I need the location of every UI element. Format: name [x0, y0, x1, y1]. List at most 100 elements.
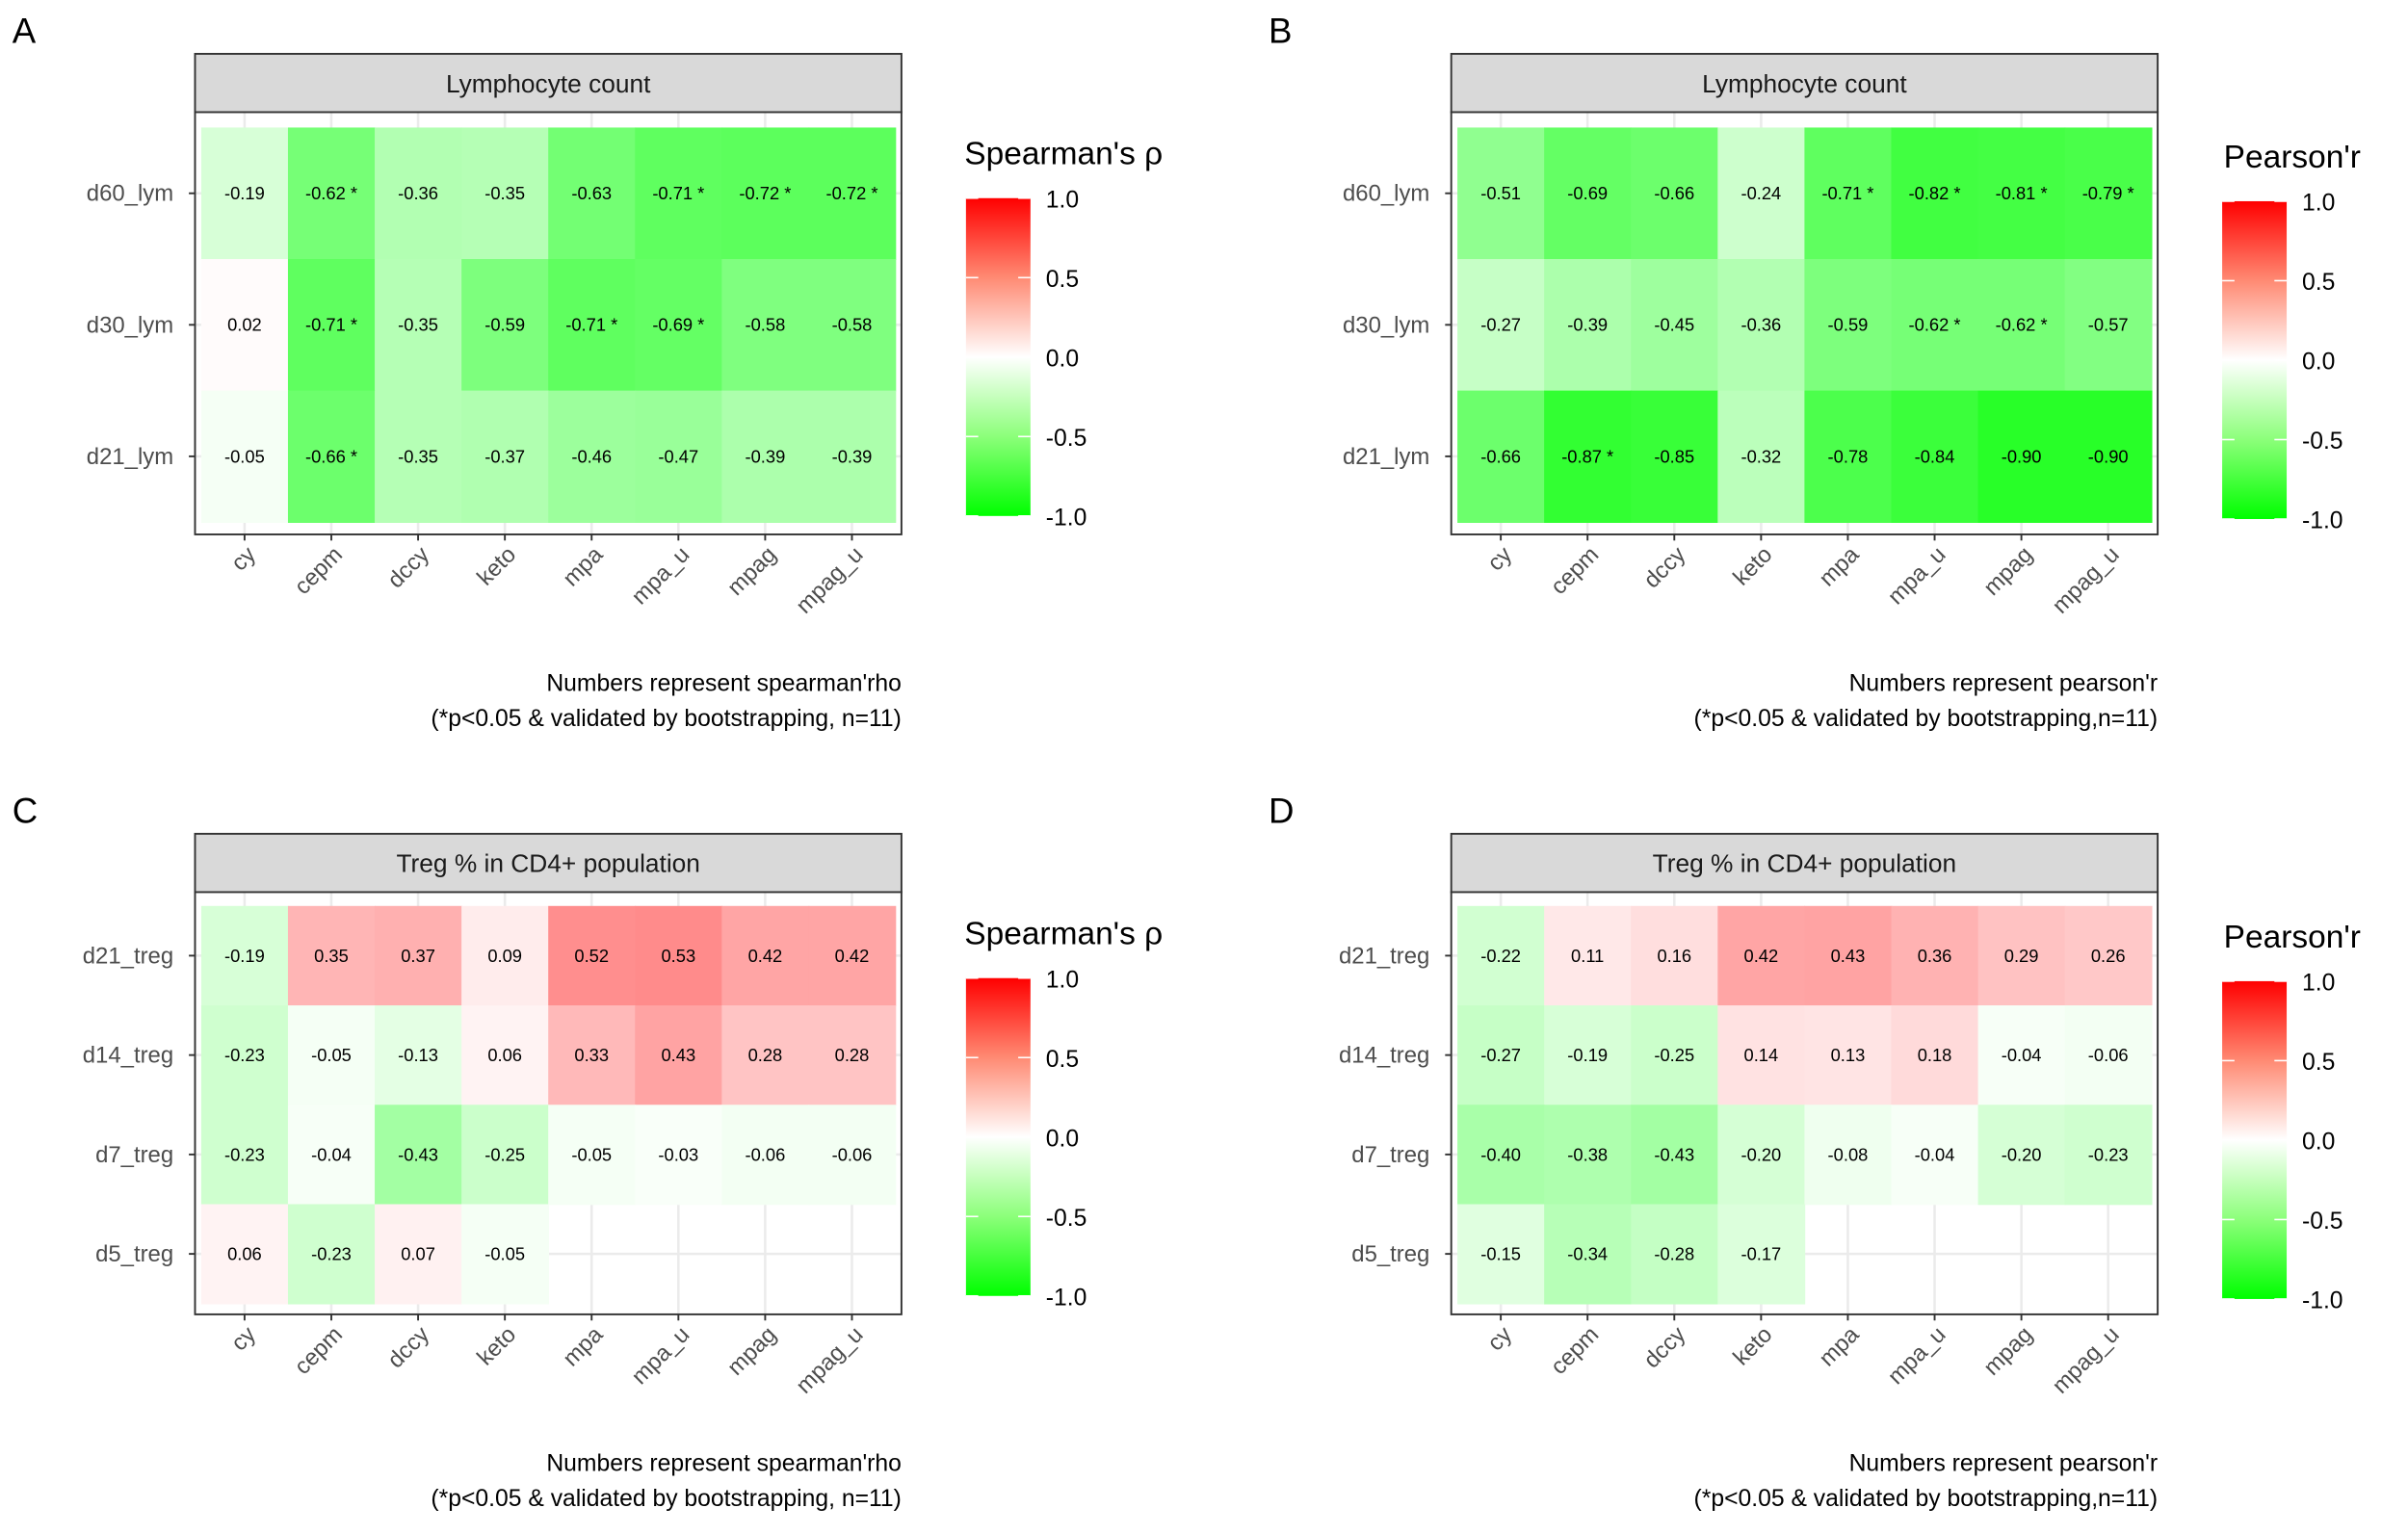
- cell-label: -0.62 *: [305, 183, 357, 203]
- x-tick-label: cy: [1482, 541, 1517, 576]
- heatmap-cell: [1977, 1005, 2066, 1106]
- heatmap-cell: [287, 1204, 376, 1305]
- cell-label: -0.85: [1654, 446, 1694, 466]
- heatmap-cell: [1457, 390, 1545, 523]
- heatmap-cell: [200, 1005, 289, 1106]
- cell-label: -0.19: [1567, 1045, 1608, 1065]
- heatmap-cell: [1891, 905, 1979, 1006]
- heatmap-cell: [1977, 127, 2066, 260]
- cell-label: 0.36: [1918, 946, 1952, 966]
- heatmap-panel-c: C Treg % in CD4+ population -0.19 0.35 0.37 0…: [13, 792, 1163, 1513]
- x-tick-label: mpag: [1978, 1321, 2037, 1380]
- plot-border: [194, 111, 903, 535]
- heatmap-cell: [2064, 259, 2153, 392]
- legend-tick-label: 0.0: [2302, 1130, 2335, 1156]
- y-tick-label: d21_lym: [1343, 444, 1429, 470]
- legend-tick-label: 0.0: [1046, 1126, 1079, 1152]
- cell-label: 0.09: [487, 946, 522, 966]
- cell-label: -0.66: [1654, 183, 1694, 203]
- legend-tick-label: 1.0: [2302, 970, 2335, 996]
- cell-label: -0.81 *: [1996, 183, 2048, 203]
- heatmap-cell: [1544, 1105, 1633, 1206]
- heatmap-cell: [1631, 905, 1719, 1006]
- y-tick-label: d5_treg: [1351, 1241, 1429, 1267]
- cell-label: 0.28: [835, 1045, 870, 1065]
- heatmap-cell: [635, 127, 723, 260]
- strip-background: [1450, 52, 2159, 114]
- cell-label: 0.18: [1918, 1045, 1952, 1065]
- heatmap-cell: [461, 1005, 549, 1106]
- cell-label: 0.53: [661, 946, 695, 966]
- cell-label: -0.13: [398, 1045, 438, 1065]
- heatmap-cell: [721, 1105, 810, 1206]
- heatmap-cell: [1457, 259, 1545, 392]
- x-tick-label: mpag: [722, 1321, 781, 1380]
- heatmap-cell: [548, 1105, 637, 1206]
- cell-label: -0.05: [224, 446, 265, 466]
- caption-line: (*p<0.05 & validated by bootstrapping, n…: [431, 706, 901, 732]
- heatmap-cell: [548, 390, 637, 523]
- heatmap-cell: [1544, 259, 1633, 392]
- x-tick-label: mpag: [722, 541, 781, 600]
- cell-label: 0.07: [401, 1243, 435, 1263]
- cell-label: 0.43: [1831, 946, 1866, 966]
- heatmap-cell: [635, 259, 723, 392]
- heatmap-cell: [200, 1105, 289, 1206]
- x-tick-label: cy: [1482, 1321, 1517, 1356]
- y-tick-label: d21_treg: [1339, 943, 1429, 969]
- x-tick-label: mpa_u: [1883, 541, 1951, 610]
- heatmap-cell: [2064, 905, 2153, 1006]
- cell-label: -0.90: [2002, 446, 2042, 466]
- legend-tick-label: 0.0: [2302, 350, 2335, 376]
- caption-line: (*p<0.05 & validated by bootstrapping,n=…: [1694, 1486, 2159, 1512]
- heatmap-cell: [1977, 1105, 2066, 1206]
- cell-label: -0.84: [1915, 446, 1955, 466]
- legend-title: Spearman's ρ: [964, 137, 1163, 172]
- legend-tick-label: -0.5: [1046, 426, 1087, 452]
- cell-label: -0.62 *: [1996, 315, 2048, 335]
- cell-label: -0.78: [1828, 446, 1869, 466]
- cell-label: -0.25: [484, 1144, 525, 1164]
- heatmap-cell: [1457, 1005, 1545, 1106]
- cell-label: -0.24: [1741, 183, 1781, 203]
- plot-border: [1450, 891, 2159, 1315]
- heatmap-cell: [1977, 390, 2066, 523]
- cell-label: -0.05: [571, 1144, 612, 1164]
- heatmap-cell: [808, 259, 897, 392]
- heatmap-cell: [721, 390, 810, 523]
- x-tick-label: keto: [472, 1321, 521, 1370]
- cell-label: -0.45: [1654, 315, 1694, 335]
- cell-label: 0.06: [487, 1045, 522, 1065]
- cell-label: -0.63: [571, 183, 612, 203]
- legend-tick-label: -1.0: [2302, 1288, 2343, 1314]
- x-tick-label: keto: [472, 541, 521, 590]
- heatmap-cell: [375, 905, 462, 1006]
- cell-label: -0.06: [746, 1144, 786, 1164]
- cell-label: -0.05: [484, 1243, 525, 1263]
- heatmap-cell: [1631, 1204, 1719, 1305]
- cell-label: -0.04: [1915, 1144, 1955, 1164]
- cell-label: -0.66: [1480, 446, 1521, 466]
- heatmap-cell: [1544, 1005, 1633, 1106]
- legend-tick-label: -1.0: [1046, 1285, 1087, 1311]
- heatmap-cell: [548, 1005, 637, 1106]
- cell-label: -0.20: [1741, 1144, 1781, 1164]
- heatmap-cell: [287, 905, 376, 1006]
- legend-tick-label: 0.0: [1046, 346, 1079, 372]
- heatmap-cell: [461, 259, 549, 392]
- cell-label: -0.59: [1828, 315, 1869, 335]
- legend-tick-label: 0.5: [2302, 270, 2335, 296]
- heatmap-cell: [200, 1204, 289, 1305]
- cell-label: -0.08: [1828, 1144, 1869, 1164]
- heatmap-cell: [287, 1105, 376, 1206]
- x-tick-label: mpag_u: [2048, 1321, 2125, 1398]
- y-tick-label: d60_lym: [87, 181, 173, 207]
- heatmap-cell: [1717, 390, 1806, 523]
- cell-label: -0.05: [311, 1045, 352, 1065]
- heatmap-cell: [287, 127, 376, 260]
- strip-background: [194, 52, 903, 114]
- heatmap-cell: [548, 905, 637, 1006]
- cell-label: -0.66 *: [305, 446, 357, 466]
- x-tick-label: cy: [226, 1321, 261, 1356]
- heatmap-cell: [1804, 1105, 1893, 1206]
